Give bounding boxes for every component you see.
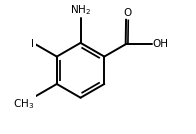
Text: OH: OH — [152, 39, 169, 49]
Text: I: I — [31, 39, 34, 49]
Text: NH$_2$: NH$_2$ — [70, 3, 91, 17]
Text: CH$_3$: CH$_3$ — [13, 97, 34, 111]
Text: O: O — [123, 8, 131, 18]
